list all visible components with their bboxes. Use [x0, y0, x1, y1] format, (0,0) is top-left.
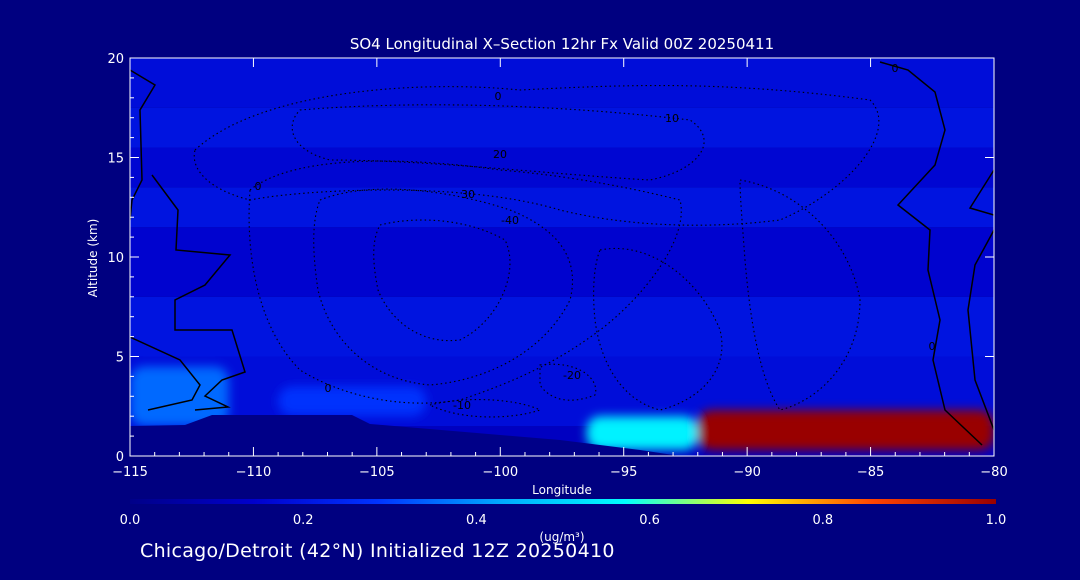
x-tick-label: −115	[112, 465, 148, 480]
colorbar-tick-label: 0.0	[120, 513, 141, 528]
y-tick-label: 5	[116, 351, 124, 366]
plot-area: 0 10 0 20 30 -40 0 -20 -10 0 0	[130, 58, 994, 456]
x-tick-label: −110	[236, 465, 272, 480]
zero-contours	[130, 61, 994, 446]
y-tick-label: 15	[107, 152, 124, 167]
terrain	[130, 415, 680, 456]
contour-label: -40	[501, 214, 519, 227]
contour-label: 0	[255, 180, 262, 193]
contour-label: 0	[325, 382, 332, 395]
y-tick-label: 0	[116, 450, 124, 465]
altitude-band-6	[130, 107, 994, 148]
contour-label: 0	[495, 90, 502, 103]
y-axis: 0 5 10 15 20	[107, 52, 994, 465]
chart-title: SO4 Longitudinal X–Section 12hr Fx Valid…	[350, 35, 774, 53]
contour-label: 30	[461, 188, 475, 201]
contour-label: 0	[892, 62, 899, 75]
contour-label: 0	[929, 340, 936, 353]
y-axis-label: Altitude (km)	[86, 219, 100, 298]
contour-label: 10	[665, 112, 679, 125]
concentration-region-2	[586, 416, 698, 451]
concentration-region-1	[278, 386, 427, 417]
colorbar-tick-label: 0.4	[466, 513, 487, 528]
altitude-band-3	[130, 227, 994, 297]
colorbar-ticks: 0.0 0.2 0.4 0.6 0.8 1.0	[120, 513, 1007, 528]
altitude-band-7	[130, 58, 994, 108]
colorbar	[130, 499, 996, 504]
contour-label: -10	[453, 399, 471, 412]
altitude-band-4	[130, 187, 994, 228]
colorbar-tick-label: 1.0	[986, 513, 1007, 528]
colorbar-tick-label: 0.6	[639, 513, 660, 528]
negative-contours	[193, 85, 880, 418]
altitude-band-2	[130, 296, 994, 357]
x-tick-label: −85	[857, 465, 884, 480]
concentration-region-0	[130, 366, 229, 427]
colorbar-unit-label: (ug/m³)	[539, 530, 584, 544]
x-tick-label: −90	[733, 465, 760, 480]
y-tick-label: 10	[107, 251, 124, 266]
x-tick-label: −100	[482, 465, 518, 480]
y-tick-label: 20	[107, 52, 124, 67]
contour-label: 20	[493, 148, 507, 161]
x-axis: −115 −110 −105 −100 −95 −90 −85 −80	[112, 58, 1008, 480]
colorbar-tick-label: 0.8	[812, 513, 833, 528]
x-axis-label: Longitude	[532, 483, 592, 497]
concentration-region-3	[697, 410, 994, 451]
x-tick-label: −105	[359, 465, 395, 480]
x-tick-label: −80	[980, 465, 1007, 480]
colorbar-tick-label: 0.2	[293, 513, 314, 528]
contour-label: -20	[563, 369, 581, 382]
x-tick-label: −95	[610, 465, 637, 480]
footer-caption: Chicago/Detroit (42°N) Initialized 12Z 2…	[140, 540, 615, 562]
altitude-band-5	[130, 147, 994, 188]
